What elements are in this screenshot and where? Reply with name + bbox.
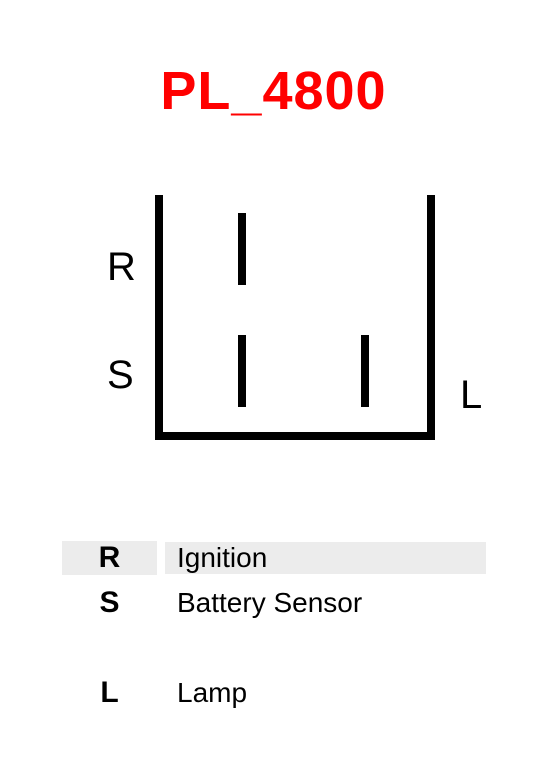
- legend-symbol: L: [62, 676, 157, 710]
- legend-row: S Battery Sensor: [62, 580, 486, 625]
- pin-bottom-right: [361, 335, 369, 407]
- legend-symbol: R: [62, 541, 157, 575]
- legend-row: [62, 715, 486, 760]
- legend-desc: Lamp: [165, 677, 486, 709]
- pin-bottom-left: [238, 335, 246, 407]
- legend-symbol: S: [62, 586, 157, 620]
- label-R: R: [107, 245, 136, 290]
- legend-row: L Lamp: [62, 670, 486, 715]
- connector-title: PL_4800: [0, 60, 547, 122]
- legend-desc: Ignition: [165, 542, 486, 574]
- legend-desc: Battery Sensor: [165, 587, 486, 619]
- label-L: L: [460, 373, 482, 418]
- label-S: S: [107, 353, 134, 398]
- pin-top: [238, 213, 246, 285]
- legend-row: [62, 625, 486, 670]
- connector-outline: [155, 195, 435, 440]
- legend-table: R Ignition S Battery Sensor L Lamp: [62, 535, 486, 760]
- legend-row: R Ignition: [62, 535, 486, 580]
